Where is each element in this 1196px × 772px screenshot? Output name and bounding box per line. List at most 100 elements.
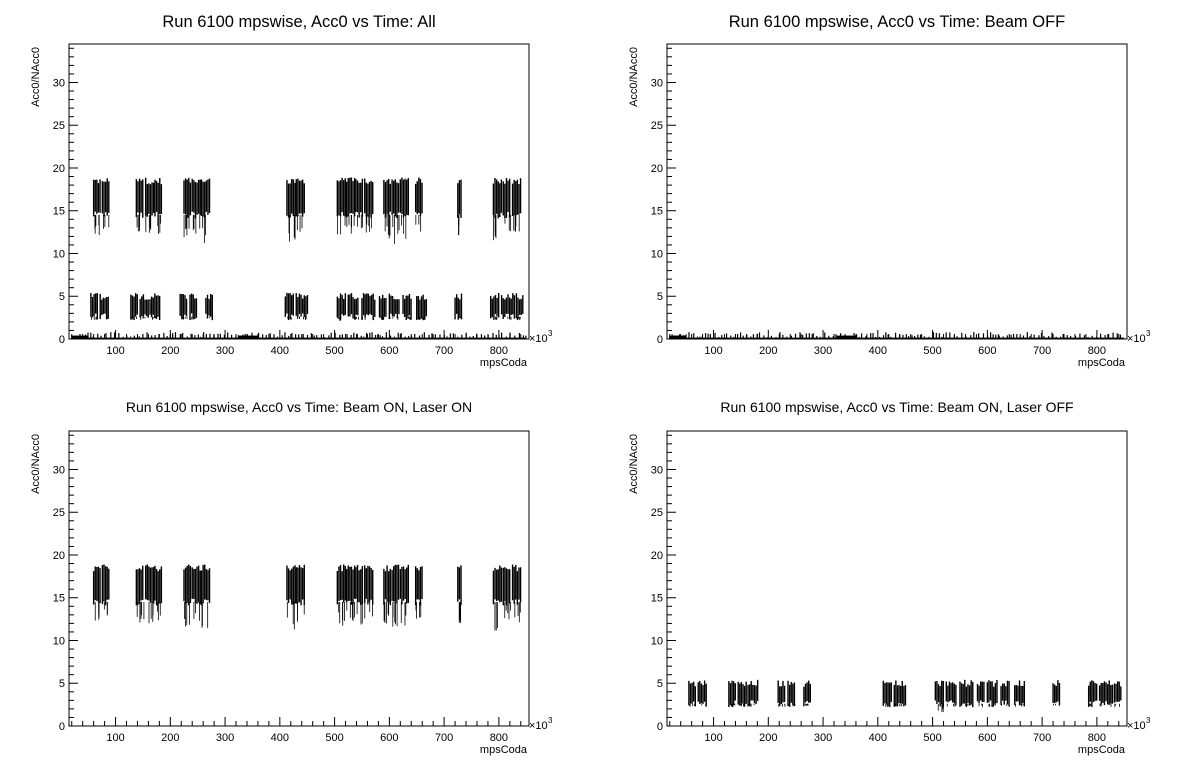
high-band-cluster-11 [336, 564, 347, 626]
x-tick-label: 600 [978, 732, 996, 744]
low-band-cluster-18 [1052, 680, 1061, 706]
low-band-cluster-10 [893, 680, 907, 707]
y-tick-label: 25 [651, 507, 663, 519]
high-band-cluster-19 [457, 179, 462, 236]
x-tick-label: 800 [1088, 345, 1106, 357]
high-band-cluster-17 [399, 564, 410, 626]
high-band-cluster-18 [414, 177, 423, 232]
x-tick-label: 700 [1033, 732, 1051, 744]
y-tick-label: 30 [53, 77, 65, 89]
y-tick-label: 10 [651, 248, 663, 260]
x-tick-label: 600 [978, 345, 996, 357]
y-tick-label: 5 [59, 678, 65, 690]
scatter-points [71, 177, 527, 339]
high-band-cluster-2 [101, 564, 110, 616]
x-axis-label: mpsCoda [480, 744, 528, 756]
x-multiplier-exponent: 3 [1146, 329, 1151, 338]
y-tick-label: 15 [53, 593, 65, 605]
high-band-cluster-8 [200, 178, 211, 244]
baseline-dense-segment [238, 335, 258, 339]
high-band-cluster-4 [144, 564, 155, 624]
x-tick-label: 300 [814, 732, 832, 744]
low-band-cluster-14 [378, 294, 387, 321]
y-tick-label: 5 [657, 678, 663, 690]
y-tick-label: 30 [651, 77, 663, 89]
y-axis-label: Acc0/NAcc0 [628, 434, 640, 494]
high-band-cluster-19 [457, 565, 462, 624]
low-band-cluster-12 [945, 681, 957, 707]
x-tick-label: 300 [814, 345, 832, 357]
x-multiplier-label: ×10 [529, 333, 548, 345]
low-band-cluster-11 [336, 293, 347, 321]
chart-panel-3: Run 6100 mpswise, Acc0 vs Time: Beam ON,… [30, 399, 553, 756]
x-multiplier-label: ×10 [1127, 333, 1146, 345]
low-band-cluster-8 [205, 294, 214, 321]
high-band-cluster-2 [101, 178, 110, 229]
y-tick-label: 10 [53, 248, 65, 260]
high-band-cluster-3 [135, 565, 145, 623]
x-axis-label: mpsCoda [1078, 744, 1126, 756]
plot-frame [666, 43, 1128, 340]
high-band-cluster-5 [154, 565, 163, 621]
x-tick-label: 500 [923, 345, 941, 357]
high-band-cluster-21 [502, 178, 512, 232]
x-tick-label: 800 [490, 732, 508, 744]
y-tick-label: 10 [53, 635, 65, 647]
chart-title: Run 6100 mpswise, Acc0 vs Time: Beam ON,… [126, 399, 472, 415]
baseline-dense-segment [669, 335, 687, 339]
scatter-points [669, 332, 1125, 339]
high-band-cluster-1 [92, 179, 101, 235]
high-band-cluster-14 [364, 565, 374, 619]
x-tick-label: 100 [704, 345, 722, 357]
high-band-cluster-14 [364, 178, 374, 233]
low-band-cluster-1 [688, 680, 697, 707]
high-band-cluster-5 [154, 178, 163, 234]
x-tick-label: 600 [380, 732, 398, 744]
x-tick-label: 400 [271, 732, 289, 744]
x-tick-label: 500 [923, 732, 941, 744]
y-tick-label: 15 [53, 206, 65, 218]
high-band-cluster-16 [391, 179, 400, 245]
x-multiplier-label: ×10 [1127, 720, 1146, 732]
low-band-cluster-3 [728, 680, 736, 708]
low-band-cluster-6 [777, 680, 786, 708]
high-band-cluster-20 [492, 177, 503, 241]
high-band-cluster-6 [183, 177, 192, 238]
chart-title: Run 6100 mpswise, Acc0 vs Time: Beam OFF [729, 13, 1066, 31]
x-tick-label: 500 [325, 732, 343, 744]
high-band-cluster-4 [144, 177, 155, 233]
y-tick-label: 20 [651, 163, 663, 175]
low-band-cluster-4 [737, 681, 747, 708]
high-band-cluster-13 [355, 564, 364, 625]
y-axis-label: Acc0/NAcc0 [628, 47, 640, 107]
low-band-cluster-11 [934, 680, 945, 713]
x-multiplier-exponent: 3 [548, 329, 553, 338]
low-band-cluster-7 [787, 680, 796, 708]
y-tick-label: 0 [59, 721, 65, 733]
low-band-cluster-3 [130, 293, 138, 321]
x-tick-label: 800 [1088, 732, 1106, 744]
plot-frame [666, 430, 1128, 727]
x-tick-label: 200 [759, 345, 777, 357]
high-band-cluster-17 [399, 177, 410, 239]
high-band-cluster-22 [511, 178, 522, 232]
high-band-cluster-6 [183, 564, 192, 627]
low-band-cluster-8 [803, 680, 812, 707]
high-band-cluster-18 [414, 566, 423, 619]
scatter-points [92, 564, 522, 631]
y-tick-label: 0 [657, 334, 663, 346]
high-band-cluster-15 [383, 565, 391, 624]
chart-title: Run 6100 mpswise, Acc0 vs Time: Beam ON,… [720, 399, 1073, 415]
high-band-cluster-21 [502, 567, 511, 620]
y-tick-label: 15 [651, 593, 663, 605]
high-band-cluster-10 [295, 564, 305, 622]
y-tick-label: 30 [53, 464, 65, 476]
y-axis-label: Acc0/NAcc0 [30, 47, 42, 107]
x-tick-label: 600 [380, 345, 398, 357]
low-band-cluster-2 [697, 680, 707, 707]
y-tick-label: 15 [651, 206, 663, 218]
y-axis-label: Acc0/NAcc0 [30, 434, 42, 494]
low-band-cluster-9 [882, 680, 893, 708]
low-band-cluster-7 [189, 293, 198, 321]
x-axis-label: mpsCoda [480, 357, 528, 369]
